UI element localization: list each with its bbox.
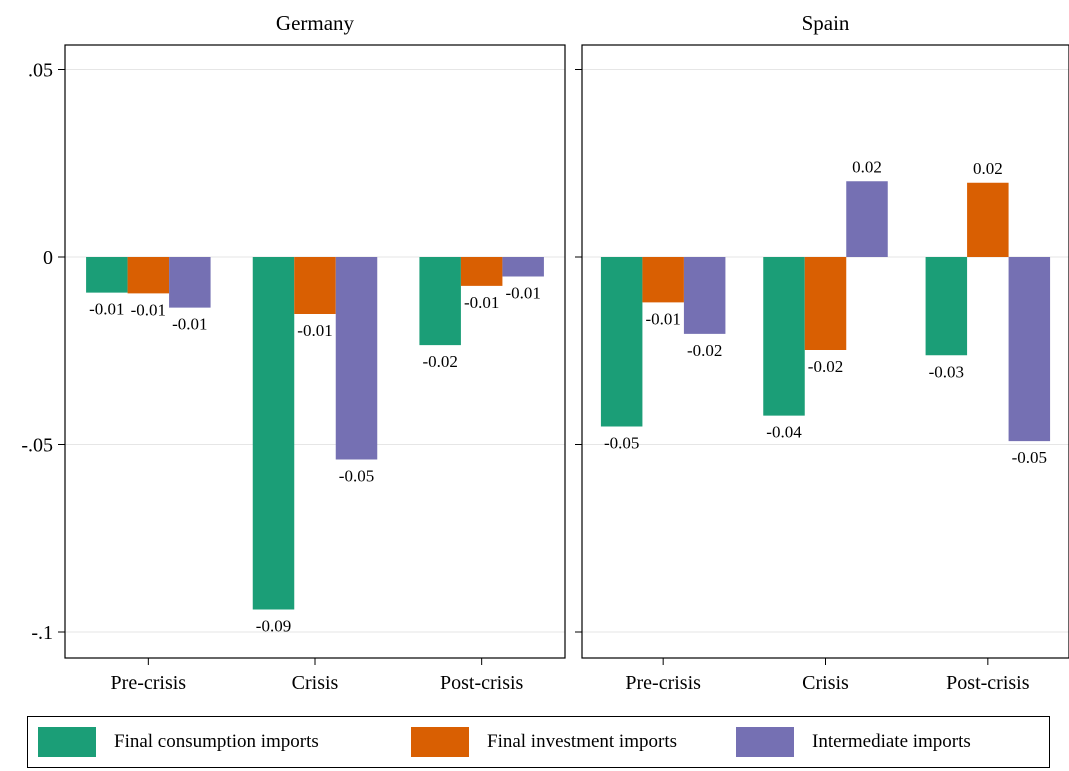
germany-data-label-crisis-final-consumption-imports: -0.09 — [256, 617, 291, 636]
germany-data-label-pre-crisis-final-investment-imports: -0.01 — [131, 300, 166, 319]
germany-bar-post-crisis-intermediate-imports — [502, 257, 544, 277]
spain-bar-pre-crisis-final-consumption-imports — [600, 257, 643, 427]
germany-bar-post-crisis-final-consumption-imports — [419, 257, 461, 346]
spain-bar-crisis-final-investment-imports — [804, 257, 847, 350]
spain-bar-crisis-final-consumption-imports — [763, 257, 805, 416]
spain-bar-post-crisis-final-investment-imports — [967, 182, 1009, 257]
spain-panel-frame — [581, 44, 1069, 659]
spain-bar-post-crisis-intermediate-imports — [1008, 257, 1051, 442]
germany-data-label-pre-crisis-intermediate-imports: -0.01 — [172, 315, 207, 334]
spain-data-label-crisis-final-consumption-imports: -0.04 — [766, 423, 802, 442]
chart: Germany Pre-crisis -0.01 -0.01 -0.01 Crisis -0… — [21, 11, 1069, 694]
germany-bar-pre-crisis-final-consumption-imports — [86, 257, 128, 293]
spain-category-label-crisis: Crisis — [802, 672, 849, 694]
legend-item-final-investment: Final investment imports — [411, 717, 677, 767]
spain-data-label-pre-crisis-final-investment-imports: -0.01 — [645, 309, 680, 328]
spain-category-label-pre-crisis: Pre-crisis — [625, 672, 701, 694]
legend-label-final-investment: Final investment imports — [487, 731, 677, 752]
germany-bar-crisis-intermediate-imports — [335, 257, 378, 460]
spain-bar-pre-crisis-final-investment-imports — [642, 257, 684, 303]
spain-category-label-post-crisis: Post-crisis — [946, 672, 1030, 694]
germany-bar-pre-crisis-final-investment-imports — [127, 257, 170, 294]
germany-panel-title: Germany — [276, 11, 355, 35]
legend-swatch-final-investment — [411, 727, 469, 757]
spain-data-label-post-crisis-final-investment-imports: 0.02 — [973, 159, 1003, 178]
spain-data-label-crisis-intermediate-imports: 0.02 — [852, 157, 882, 176]
spain-data-label-post-crisis-intermediate-imports: -0.05 — [1012, 448, 1047, 467]
germany-panel-frame — [64, 44, 566, 659]
germany-data-label-crisis-final-investment-imports: -0.01 — [297, 321, 332, 340]
germany-data-label-crisis-intermediate-imports: -0.05 — [339, 467, 374, 486]
spain-data-label-pre-crisis-intermediate-imports: -0.02 — [687, 341, 722, 360]
germany-data-label-post-crisis-final-consumption-imports: -0.02 — [422, 352, 457, 371]
germany-data-label-post-crisis-final-investment-imports: -0.01 — [464, 293, 499, 312]
germany-category-label-post-crisis: Post-crisis — [440, 672, 524, 694]
spain-bar-post-crisis-final-consumption-imports — [925, 257, 968, 356]
spain-data-label-post-crisis-final-consumption-imports: -0.03 — [929, 362, 964, 381]
germany-bar-pre-crisis-intermediate-imports — [169, 257, 211, 308]
spain-bar-pre-crisis-intermediate-imports — [683, 257, 726, 334]
spain-data-label-crisis-final-investment-imports: -0.02 — [808, 357, 843, 376]
legend-swatch-final-consumption — [38, 727, 96, 757]
germany-bar-post-crisis-final-investment-imports — [460, 257, 503, 286]
legend-label-final-consumption: Final consumption imports — [114, 731, 319, 752]
germany-bar-crisis-final-consumption-imports — [252, 257, 295, 610]
y-tick-label: -.1 — [31, 622, 53, 644]
germany-data-label-pre-crisis-final-consumption-imports: -0.01 — [89, 300, 124, 319]
y-tick-label: 0 — [43, 247, 53, 269]
germany-bar-crisis-final-investment-imports — [294, 257, 336, 314]
spain-bar-crisis-intermediate-imports — [846, 181, 888, 257]
spain-panel-title: Spain — [802, 11, 850, 35]
y-tick-label: .05 — [28, 60, 53, 82]
spain-data-label-pre-crisis-final-consumption-imports: -0.05 — [604, 434, 639, 453]
legend-item-final-consumption: Final consumption imports — [38, 717, 319, 767]
germany-category-label-crisis: Crisis — [292, 672, 339, 694]
germany-data-label-post-crisis-intermediate-imports: -0.01 — [505, 284, 540, 303]
legend-swatch-intermediate — [736, 727, 794, 757]
legend-item-intermediate: Intermediate imports — [736, 717, 971, 767]
legend-label-intermediate: Intermediate imports — [812, 731, 971, 752]
y-tick-label: -.05 — [21, 435, 53, 457]
germany-category-label-pre-crisis: Pre-crisis — [111, 672, 187, 694]
legend: Final consumption imports Final investme… — [27, 716, 1050, 768]
